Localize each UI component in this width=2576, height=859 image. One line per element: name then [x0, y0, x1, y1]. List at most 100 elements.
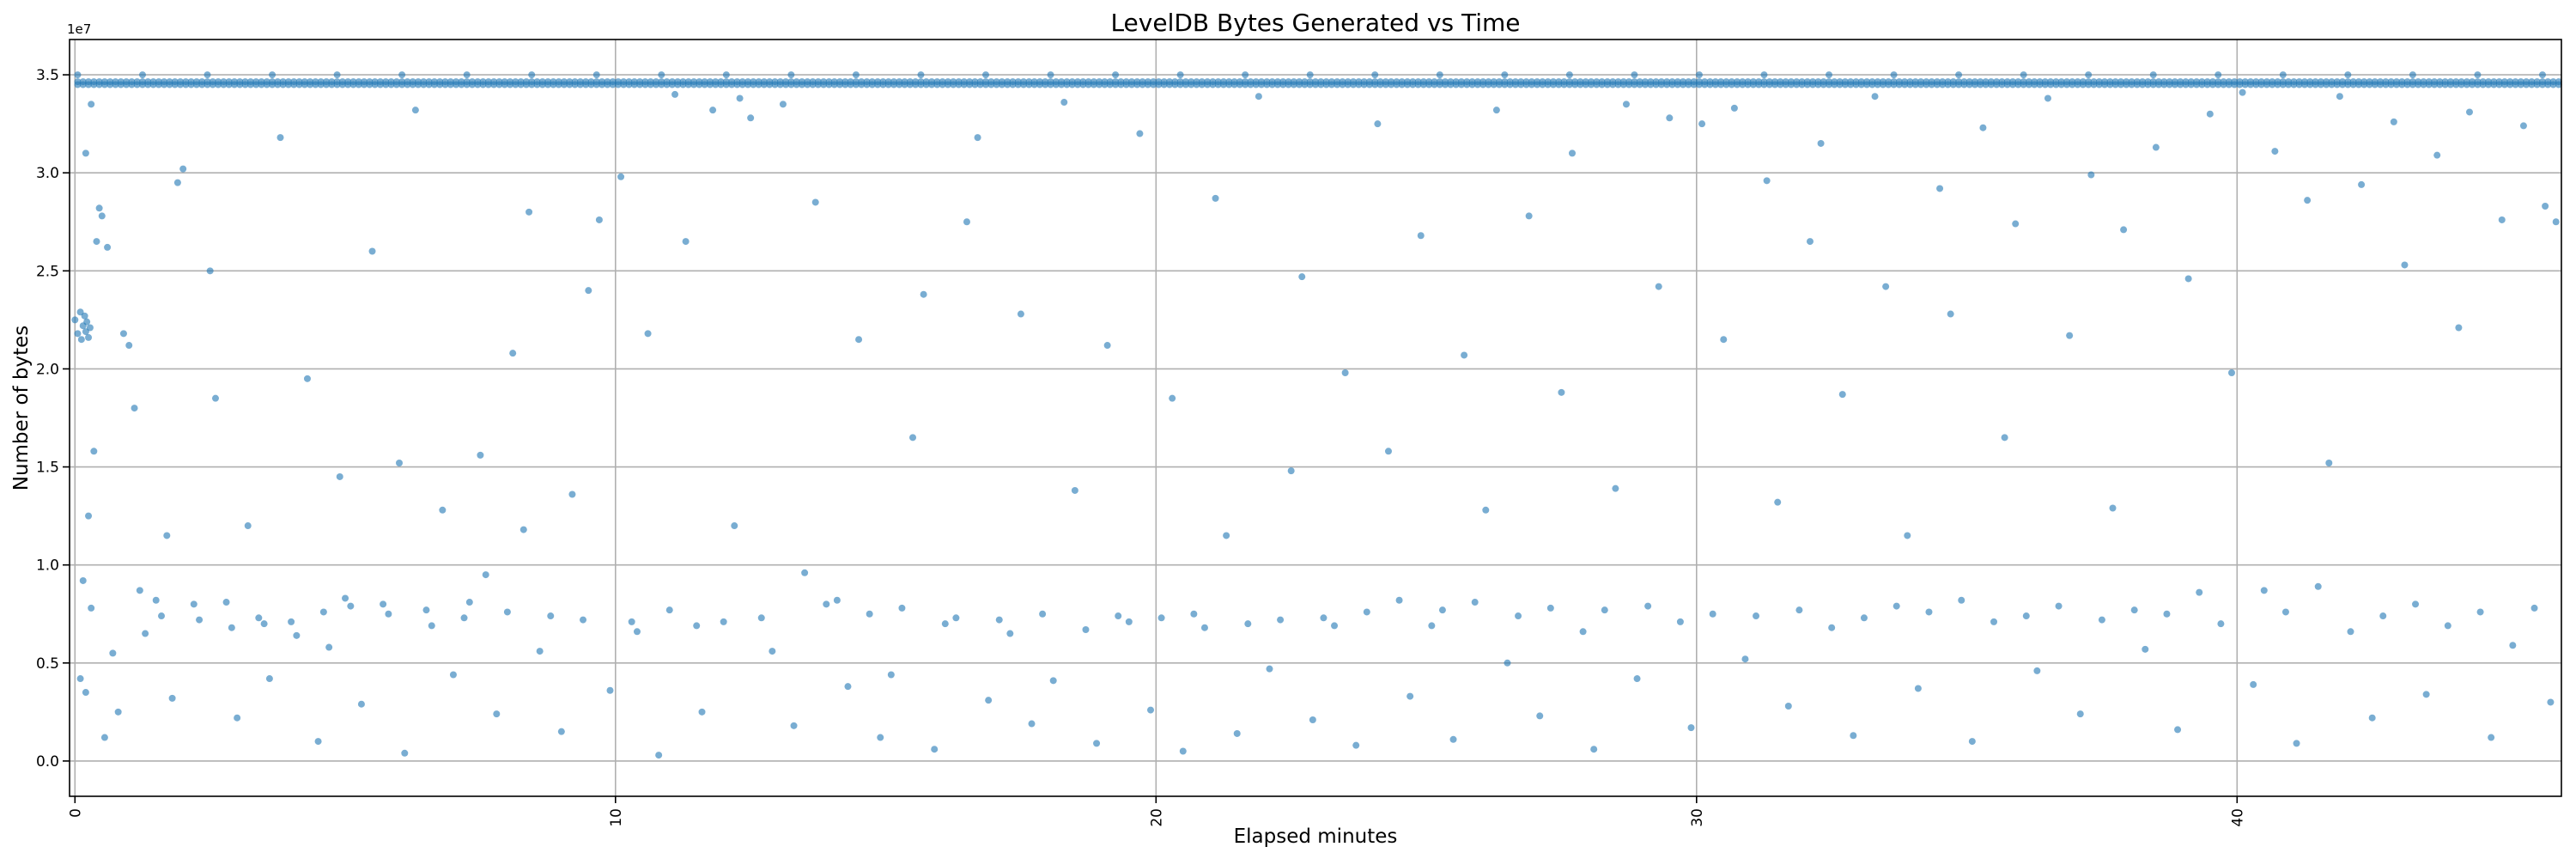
- scatter-point: [976, 78, 984, 86]
- scatter-point: [392, 78, 400, 86]
- scatter-point: [2317, 78, 2324, 86]
- scatter-point: [355, 78, 362, 86]
- scatter-point: [1290, 78, 1297, 86]
- scatter-point: [222, 599, 230, 606]
- scatter-point: [269, 78, 276, 86]
- scatter-point: [1741, 655, 1749, 663]
- scatter-point: [2076, 710, 2084, 718]
- scatter-point: [1317, 78, 1325, 86]
- scatter-point: [361, 78, 368, 86]
- scatter-point: [2544, 78, 2552, 86]
- scatter-point: [2120, 226, 2128, 234]
- scatter-point: [1720, 336, 1728, 344]
- scatter-point: [398, 71, 406, 79]
- scatter-point: [1685, 78, 1692, 86]
- scatter-point: [2057, 78, 2065, 86]
- scatter-point: [2422, 691, 2430, 698]
- y-tick-label: 2.5: [36, 263, 59, 280]
- y-tick-label: 1.0: [36, 557, 59, 575]
- scatter-point: [868, 78, 876, 86]
- scatter-point: [852, 71, 860, 79]
- scatter-point: [1212, 194, 1219, 202]
- scatter-point: [2509, 642, 2517, 649]
- scatter-point: [220, 78, 228, 86]
- scatter-point: [1793, 78, 1801, 86]
- scatter-point: [1193, 78, 1200, 86]
- scatter-point: [88, 604, 95, 612]
- scatter-point: [255, 614, 263, 622]
- plot-frame: [69, 39, 2562, 797]
- scatter-point: [998, 78, 1005, 86]
- scatter-point: [1334, 78, 1341, 86]
- scatter-point: [1836, 78, 1844, 86]
- scatter-point: [1374, 120, 1382, 128]
- scatter-point: [877, 734, 884, 741]
- scatter-point: [1614, 78, 1622, 86]
- scatter-point: [1436, 78, 1443, 86]
- scatter-point: [1188, 78, 1195, 86]
- scatter-point: [1911, 78, 1919, 86]
- scatter-point: [274, 78, 282, 86]
- scatter-point: [441, 78, 449, 86]
- scatter-point: [1695, 78, 1703, 86]
- scatter-point: [2555, 78, 2562, 86]
- scatter-point: [787, 78, 795, 86]
- scatter-point: [587, 78, 595, 86]
- scatter-point: [1242, 78, 1249, 86]
- scatter-point: [2160, 78, 2168, 86]
- scatter-point: [2171, 78, 2178, 86]
- scatter-point: [830, 78, 838, 86]
- scatter-point: [1122, 78, 1130, 86]
- scatter-point: [693, 622, 701, 630]
- scatter-point: [833, 596, 841, 604]
- scatter-point: [1506, 78, 1514, 86]
- scatter-point: [149, 78, 157, 86]
- scatter-point: [215, 78, 222, 86]
- scatter-point: [928, 78, 936, 86]
- scatter-point: [571, 78, 579, 86]
- scatter-point: [2347, 628, 2354, 636]
- scatter-point: [528, 78, 536, 86]
- scatter-point: [1522, 78, 1530, 86]
- scatter-point: [1619, 78, 1627, 86]
- scatter-point: [106, 78, 114, 86]
- scatter-point: [1176, 71, 1184, 79]
- scatter-point: [133, 78, 141, 86]
- scatter-point: [1398, 78, 1406, 86]
- scatter-point: [1982, 78, 1990, 86]
- scatter-point: [1917, 78, 1925, 86]
- scatter-point: [1133, 78, 1141, 86]
- scatter-point: [2304, 197, 2312, 204]
- scatter-point: [380, 600, 387, 608]
- scatter-point: [2538, 71, 2546, 79]
- scatter-point: [74, 330, 82, 338]
- scatter-point: [1739, 78, 1747, 86]
- scatter-point: [104, 243, 112, 251]
- scatter-point: [158, 612, 166, 620]
- scatter-point: [290, 78, 298, 86]
- scatter-point: [1933, 78, 1941, 86]
- scatter-point: [1360, 78, 1368, 86]
- scatter-point: [86, 324, 94, 332]
- scatter-point: [490, 78, 498, 86]
- scatter-point: [1631, 78, 1638, 86]
- scatter-point: [2295, 78, 2303, 86]
- scatter-point: [2325, 459, 2333, 466]
- scatter-point: [1760, 78, 1768, 86]
- scatter-point: [679, 78, 687, 86]
- scatter-point: [1204, 78, 1212, 86]
- scatter-point: [2465, 108, 2473, 116]
- scatter-point: [823, 600, 830, 608]
- scatter-point: [439, 506, 447, 514]
- scatter-point: [2358, 180, 2366, 188]
- scatter-point: [2152, 143, 2160, 151]
- scatter-point: [2174, 726, 2182, 734]
- scatter-point: [519, 526, 527, 533]
- scatter-point: [1406, 692, 1414, 700]
- scatter-point: [2500, 78, 2508, 86]
- scatter-point: [409, 78, 416, 86]
- y-tick-label: 0.0: [36, 753, 59, 771]
- scatter-point: [1701, 78, 1709, 86]
- scatter-point: [1504, 659, 1511, 667]
